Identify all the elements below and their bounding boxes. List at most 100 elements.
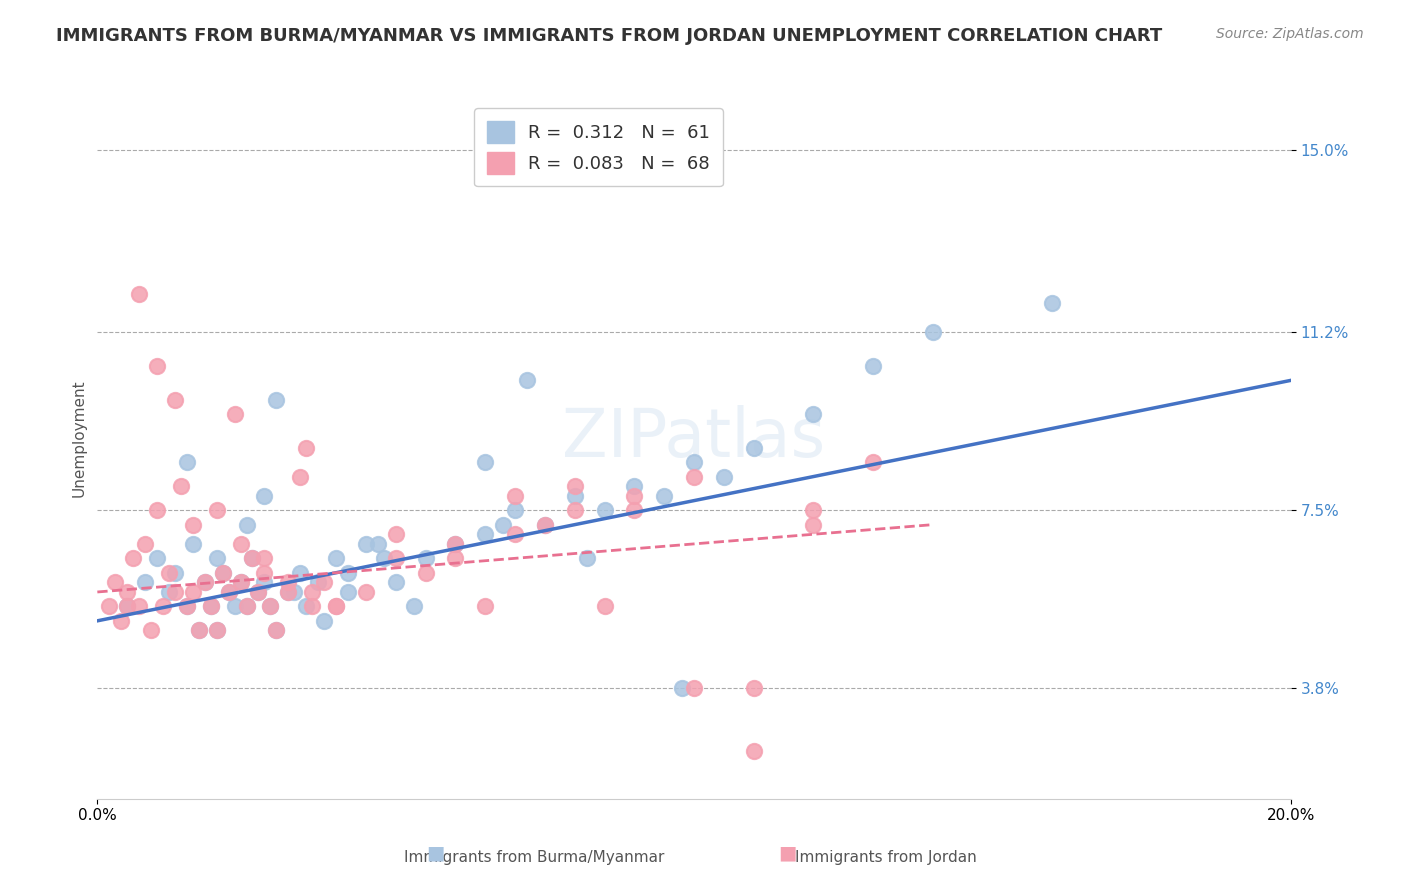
Point bbox=[384, 551, 406, 566]
Point bbox=[336, 585, 359, 599]
Point bbox=[134, 537, 156, 551]
Point bbox=[181, 517, 204, 532]
Point bbox=[277, 585, 299, 599]
Point bbox=[444, 551, 467, 566]
Point bbox=[235, 517, 257, 532]
Point bbox=[163, 392, 186, 407]
Point bbox=[224, 407, 246, 421]
Point bbox=[157, 566, 180, 580]
Point bbox=[181, 537, 204, 551]
Point bbox=[218, 585, 240, 599]
Point bbox=[325, 599, 347, 614]
Point bbox=[503, 489, 526, 503]
Point bbox=[564, 503, 586, 517]
Point bbox=[176, 455, 198, 469]
Point bbox=[200, 599, 222, 614]
Legend: R =  0.312   N =  61, R =  0.083   N =  68: R = 0.312 N = 61, R = 0.083 N = 68 bbox=[474, 108, 723, 186]
Text: ■: ■ bbox=[778, 844, 797, 863]
Point bbox=[564, 479, 586, 493]
Point bbox=[623, 479, 645, 493]
Point bbox=[444, 537, 467, 551]
Point bbox=[492, 517, 515, 532]
Point bbox=[402, 599, 425, 614]
Point bbox=[98, 599, 121, 614]
Point bbox=[1040, 296, 1063, 310]
Point bbox=[110, 614, 132, 628]
Point bbox=[742, 441, 765, 455]
Point bbox=[194, 575, 217, 590]
Point bbox=[534, 517, 557, 532]
Point bbox=[146, 359, 169, 373]
Point bbox=[253, 575, 276, 590]
Point bbox=[277, 585, 299, 599]
Point bbox=[242, 551, 264, 566]
Point bbox=[474, 527, 496, 541]
Point bbox=[253, 551, 276, 566]
Point bbox=[266, 392, 288, 407]
Point bbox=[128, 286, 150, 301]
Point bbox=[290, 469, 312, 483]
Point bbox=[115, 599, 138, 614]
Point bbox=[253, 489, 276, 503]
Point bbox=[593, 599, 616, 614]
Point bbox=[623, 489, 645, 503]
Point bbox=[575, 551, 598, 566]
Point bbox=[503, 527, 526, 541]
Point bbox=[146, 503, 169, 517]
Point bbox=[229, 575, 252, 590]
Point bbox=[211, 566, 233, 580]
Point bbox=[367, 537, 389, 551]
Point bbox=[253, 566, 276, 580]
Point bbox=[516, 373, 538, 387]
Point bbox=[187, 624, 209, 638]
Point bbox=[325, 599, 347, 614]
Point bbox=[652, 489, 675, 503]
Point bbox=[176, 599, 198, 614]
Point bbox=[683, 681, 706, 695]
Text: Immigrants from Burma/Myanmar: Immigrants from Burma/Myanmar bbox=[404, 850, 665, 865]
Point bbox=[277, 575, 299, 590]
Point bbox=[314, 575, 336, 590]
Point bbox=[247, 585, 270, 599]
Point bbox=[713, 469, 735, 483]
Point bbox=[336, 566, 359, 580]
Point bbox=[290, 566, 312, 580]
Point bbox=[862, 455, 884, 469]
Text: ■: ■ bbox=[426, 844, 446, 863]
Point bbox=[266, 624, 288, 638]
Point bbox=[242, 551, 264, 566]
Point bbox=[247, 585, 270, 599]
Point bbox=[671, 681, 693, 695]
Point bbox=[325, 551, 347, 566]
Point bbox=[157, 585, 180, 599]
Point bbox=[163, 585, 186, 599]
Text: Source: ZipAtlas.com: Source: ZipAtlas.com bbox=[1216, 27, 1364, 41]
Point bbox=[205, 624, 228, 638]
Point bbox=[224, 599, 246, 614]
Point bbox=[205, 551, 228, 566]
Point bbox=[354, 537, 377, 551]
Point bbox=[266, 624, 288, 638]
Text: IMMIGRANTS FROM BURMA/MYANMAR VS IMMIGRANTS FROM JORDAN UNEMPLOYMENT CORRELATION: IMMIGRANTS FROM BURMA/MYANMAR VS IMMIGRA… bbox=[56, 27, 1163, 45]
Point bbox=[474, 599, 496, 614]
Point bbox=[384, 527, 406, 541]
Point bbox=[128, 599, 150, 614]
Text: Immigrants from Jordan: Immigrants from Jordan bbox=[794, 850, 977, 865]
Point bbox=[122, 551, 145, 566]
Point bbox=[229, 575, 252, 590]
Point bbox=[218, 585, 240, 599]
Point bbox=[235, 599, 257, 614]
Point bbox=[534, 517, 557, 532]
Point bbox=[211, 566, 233, 580]
Point bbox=[384, 575, 406, 590]
Point bbox=[444, 537, 467, 551]
Point bbox=[176, 599, 198, 614]
Point bbox=[163, 566, 186, 580]
Point bbox=[474, 455, 496, 469]
Point bbox=[235, 599, 257, 614]
Point bbox=[181, 585, 204, 599]
Point bbox=[803, 503, 825, 517]
Point bbox=[742, 681, 765, 695]
Y-axis label: Unemployment: Unemployment bbox=[72, 379, 86, 497]
Point bbox=[593, 503, 616, 517]
